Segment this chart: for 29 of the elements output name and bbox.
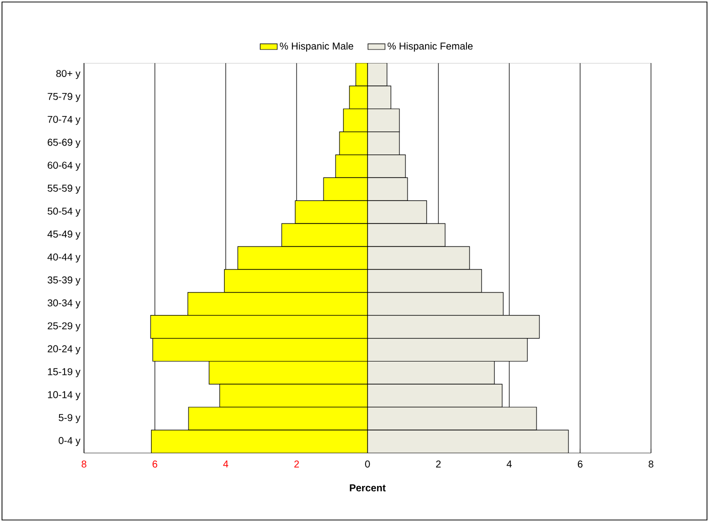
- x-tick-label: 2: [436, 460, 441, 468]
- y-tick-label: 25-29 y: [48, 322, 80, 332]
- y-tick-label: 15-19 y: [48, 368, 80, 378]
- y-tick-label: 60-64 y: [48, 162, 80, 171]
- y-tick-label: 10-14 y: [48, 391, 80, 400]
- y-tick-label: 55-59 y: [48, 184, 80, 194]
- x-tick-label: 0: [365, 460, 370, 468]
- y-tick-label: 30-34 y: [48, 299, 80, 308]
- x-tick-label: 8: [82, 460, 86, 468]
- y-tick-label: 75-79 y: [48, 92, 80, 102]
- y-tick-label: 50-54 y: [48, 208, 80, 217]
- legend-label: % Hispanic Female: [388, 42, 473, 52]
- x-tick-label: 4: [506, 460, 512, 468]
- legend-label: % Hispanic Male: [280, 42, 354, 52]
- y-tick-label: 70-74 y: [48, 116, 80, 125]
- x-tick-label: 2: [294, 460, 299, 468]
- x-tick-label: 6: [152, 460, 158, 468]
- y-tick-label: 0-4 y: [58, 437, 80, 446]
- y-tick-label: 80+ y: [56, 70, 80, 79]
- y-tick-label: 20-24 y: [48, 345, 80, 354]
- y-tick-label: 5-9 y: [58, 414, 80, 424]
- y-tick-label: 45-49 y: [47, 230, 80, 240]
- x-tick-label: 6: [578, 460, 582, 468]
- x-axis-title: Percent: [350, 484, 386, 492]
- y-tick-label: 65-69 y: [48, 138, 80, 148]
- x-tick-label: 8: [648, 460, 654, 468]
- y-tick-label: 40-44 y: [47, 253, 80, 263]
- x-tick-label: 4: [223, 460, 228, 468]
- y-tick-label: 35-39 y: [48, 276, 80, 286]
